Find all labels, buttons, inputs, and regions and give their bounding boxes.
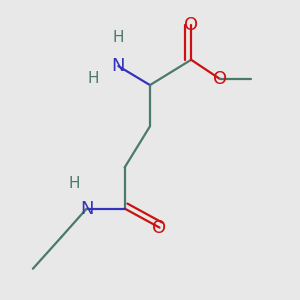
Text: N: N bbox=[80, 200, 93, 217]
Text: H: H bbox=[112, 30, 124, 45]
Text: O: O bbox=[213, 70, 227, 88]
Text: N: N bbox=[112, 57, 125, 75]
Text: H: H bbox=[68, 176, 80, 191]
Text: O: O bbox=[184, 16, 198, 34]
Text: O: O bbox=[152, 219, 167, 237]
Text: H: H bbox=[87, 71, 99, 86]
